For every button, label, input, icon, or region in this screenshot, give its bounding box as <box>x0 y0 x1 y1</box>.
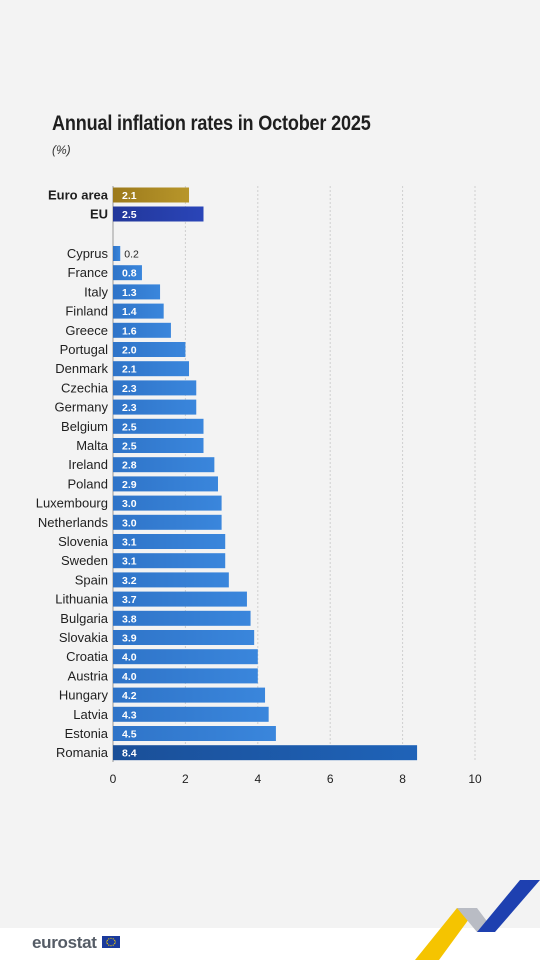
x-tick-label: 4 <box>254 772 261 786</box>
category-label: Slovenia <box>58 534 109 549</box>
bar-euro-area <box>113 187 190 203</box>
category-label: Slovakia <box>59 630 109 645</box>
x-tick-label: 0 <box>110 772 117 786</box>
bar-portugal <box>113 342 186 357</box>
category-label: Hungary <box>59 688 109 703</box>
category-label: Poland <box>68 476 108 491</box>
x-tick-label: 10 <box>468 772 482 786</box>
category-label: Italy <box>84 284 108 299</box>
category-label: Germany <box>55 400 109 415</box>
bar-poland <box>113 476 218 492</box>
bar-eu <box>113 206 204 222</box>
category-label: Luxembourg <box>36 496 108 511</box>
category-label: Bulgaria <box>60 611 108 626</box>
eurostat-logo: eurostat <box>32 933 97 952</box>
category-label: Estonia <box>65 726 109 741</box>
value-label: 1.4 <box>122 306 137 318</box>
bar-germany <box>113 399 197 415</box>
category-label: Spain <box>75 572 108 587</box>
value-label: 2.1 <box>122 364 137 376</box>
bar-sweden <box>113 553 226 569</box>
value-label: 2.3 <box>122 402 137 414</box>
bar-belgium <box>113 418 204 434</box>
eu-flag-icon <box>102 936 120 948</box>
value-label: 4.5 <box>122 729 137 741</box>
bar-ireland <box>113 457 215 473</box>
value-label: 2.9 <box>122 479 137 491</box>
bar-bulgaria <box>113 610 251 626</box>
category-label: Finland <box>65 304 108 319</box>
category-label: Croatia <box>66 649 109 664</box>
bar-hungary <box>113 687 266 703</box>
category-label: EU <box>90 207 108 222</box>
category-label: Czechia <box>61 380 109 395</box>
category-label: Portugal <box>60 342 109 357</box>
bar-austria <box>113 668 258 684</box>
bar-denmark <box>113 361 190 377</box>
value-label: 2.3 <box>122 383 137 395</box>
chart-title: Annual inflation rates in October 2025 <box>52 112 371 135</box>
value-label: 3.2 <box>122 575 137 587</box>
value-label: 3.0 <box>122 517 137 529</box>
bar-estonia <box>113 726 276 741</box>
value-label: 1.3 <box>122 287 137 299</box>
value-label: 0.8 <box>122 268 137 280</box>
value-label: 4.2 <box>122 690 137 702</box>
category-label: Belgium <box>61 419 108 434</box>
value-label: 2.0 <box>122 345 137 357</box>
x-tick-label: 6 <box>327 772 334 786</box>
bar-chart: 0 2 4 6 8 10 Euro area 2.1 EU 2.5 Cyprus 0.2 France 0… <box>36 186 482 786</box>
bar-slovakia <box>113 630 255 645</box>
category-label: Austria <box>68 668 109 683</box>
category-label: Romania <box>56 745 109 760</box>
bar-netherlands <box>113 514 222 530</box>
category-label: Sweden <box>61 553 108 568</box>
value-label: 4.0 <box>122 671 137 683</box>
bar-france <box>113 265 142 281</box>
value-label: 2.1 <box>122 190 137 202</box>
bar-spain <box>113 572 229 588</box>
bar-latvia <box>113 706 269 722</box>
category-label: Euro area <box>48 188 109 203</box>
category-label: Malta <box>76 438 109 453</box>
bar-luxembourg <box>113 495 222 511</box>
corner-stripe-decoration <box>415 880 540 960</box>
value-label: 2.5 <box>122 421 137 433</box>
bar-lithuania <box>113 591 247 607</box>
bar-malta <box>113 438 204 453</box>
bar-greece <box>113 322 171 338</box>
value-label: 4.0 <box>122 652 137 664</box>
value-label: 8.4 <box>122 748 137 760</box>
value-label: 3.1 <box>122 556 137 568</box>
category-label: Greece <box>65 323 108 338</box>
x-tick-label: 2 <box>182 772 189 786</box>
bar-italy <box>113 284 161 300</box>
category-label: Denmark <box>55 361 108 376</box>
bar-finland <box>113 303 164 319</box>
bar-slovenia <box>113 534 226 549</box>
bar-croatia <box>113 649 258 665</box>
value-label: 1.6 <box>122 325 137 337</box>
value-label: 2.5 <box>122 441 137 453</box>
bar-czechia <box>113 380 197 396</box>
category-label: France <box>68 265 108 280</box>
value-label: 2.8 <box>122 460 137 472</box>
category-label: Ireland <box>68 457 108 472</box>
x-tick-label: 8 <box>399 772 406 786</box>
category-label: Lithuania <box>55 592 109 607</box>
category-label: Cyprus <box>67 246 109 261</box>
category-label: Netherlands <box>38 515 109 530</box>
value-label: 3.8 <box>122 613 137 625</box>
bar-romania <box>113 745 418 761</box>
value-label: 3.9 <box>122 633 137 645</box>
value-label: 3.0 <box>122 498 137 510</box>
value-label: 0.2 <box>124 249 139 261</box>
value-label: 4.3 <box>122 709 137 721</box>
value-label: 2.5 <box>122 209 137 221</box>
value-label: 3.1 <box>122 537 137 549</box>
bar-cyprus <box>113 246 121 261</box>
category-label: Latvia <box>73 707 108 722</box>
value-label: 3.7 <box>122 594 137 606</box>
chart-subtitle: (%) <box>52 143 71 157</box>
